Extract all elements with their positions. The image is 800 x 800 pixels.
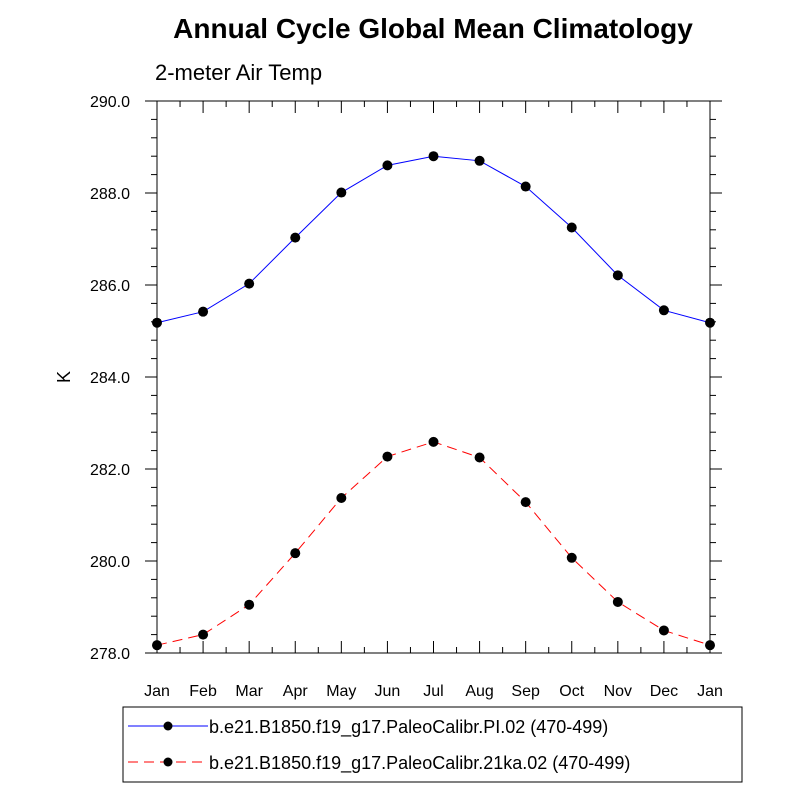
y-tick-label: 280.0 (90, 554, 130, 571)
x-tick-label: Nov (604, 683, 632, 700)
y-tick-label: 290.0 (90, 94, 130, 111)
x-tick-label: Jan (697, 683, 723, 700)
data-point (658, 625, 669, 636)
y-axis-label: K (54, 371, 74, 383)
data-point (566, 222, 577, 233)
legend-marker-series-1 (163, 757, 173, 767)
x-tick-label: Oct (559, 683, 584, 700)
data-point (290, 548, 301, 559)
y-tick-label: 282.0 (90, 462, 130, 479)
data-point (612, 270, 623, 281)
data-point (474, 155, 485, 166)
series-line-0 (156, 155, 711, 324)
plot-frame (156, 100, 711, 654)
data-point (428, 151, 439, 162)
y-tick-label: 286.0 (90, 278, 130, 295)
x-tick-label: Apr (283, 683, 309, 700)
legend-marker-series-0 (163, 721, 173, 731)
x-tick-label: Feb (189, 683, 217, 700)
legend-label-series-0: b.e21.B1850.f19_g17.PaleoCalibr.PI.02 (4… (209, 717, 608, 738)
data-point (198, 629, 209, 640)
data-series (152, 151, 715, 651)
x-tick-label: Dec (650, 683, 678, 700)
x-tick-label: Sep (511, 683, 540, 700)
data-point (520, 497, 531, 508)
y-tick-label: 284.0 (90, 370, 130, 387)
legend: b.e21.B1850.f19_g17.PaleoCalibr.PI.02 (4… (122, 706, 743, 783)
chart-subtitle: 2-meter Air Temp (155, 60, 322, 85)
chart-title: Annual Cycle Global Mean Climatology (173, 13, 693, 44)
data-point (336, 187, 347, 198)
data-point (244, 599, 255, 610)
data-point (290, 232, 301, 243)
x-tick-label: Jul (423, 683, 443, 700)
data-point (658, 305, 669, 316)
data-point (566, 552, 577, 563)
x-tick-label: Aug (465, 683, 493, 700)
data-point (520, 181, 531, 192)
y-tick-label: 288.0 (90, 186, 130, 203)
x-tick-label: Jun (375, 683, 401, 700)
data-point (612, 596, 623, 607)
data-point (382, 160, 393, 171)
series-line-1 (156, 441, 711, 646)
legend-label-series-1: b.e21.B1850.f19_g17.PaleoCalibr.21ka.02 … (209, 753, 630, 774)
data-point (428, 436, 439, 447)
x-tick-label: Mar (235, 683, 263, 700)
x-tick-label: May (326, 683, 356, 700)
x-tick-label: Jan (144, 683, 170, 700)
data-point (336, 492, 347, 503)
data-point (198, 306, 209, 317)
y-tick-label: 278.0 (90, 646, 130, 663)
data-point (244, 278, 255, 289)
legend-box (122, 706, 743, 783)
axis-ticks: Jan Feb Mar Apr May Jun Jul Aug Sep Oct Nov Dec Jan 2… (90, 94, 723, 700)
data-point (382, 451, 393, 462)
data-point (474, 452, 485, 463)
